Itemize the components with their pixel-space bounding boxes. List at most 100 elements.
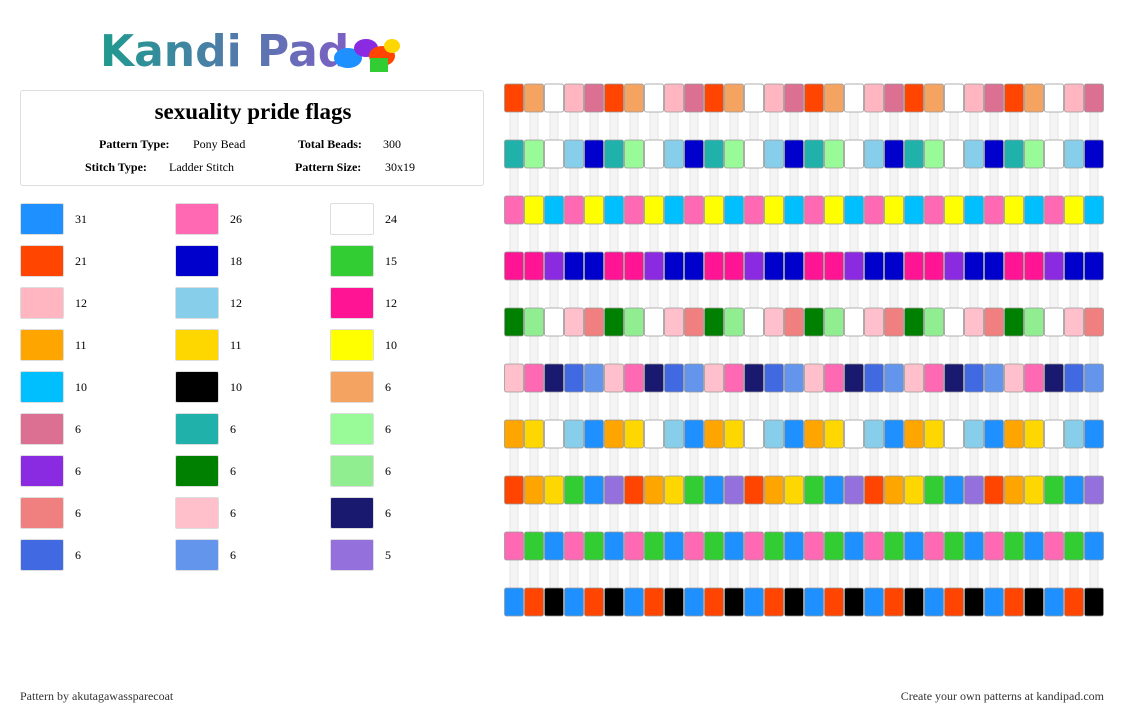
bead [624, 195, 644, 225]
bead [764, 587, 784, 617]
logo[interactable]: Kandi Pad [100, 26, 350, 77]
bead [1064, 363, 1084, 393]
bead [604, 419, 624, 449]
color-swatch [175, 455, 219, 487]
footer-link[interactable]: Create your own patterns at kandipad.com [900, 689, 1104, 703]
bead [704, 139, 724, 169]
color-swatch [20, 413, 64, 445]
bead-count: 18 [230, 254, 242, 268]
bead [584, 587, 604, 617]
bead [664, 475, 684, 505]
bead [1024, 363, 1044, 393]
bead [844, 531, 864, 561]
bead [624, 475, 644, 505]
bead-count: 6 [385, 464, 391, 478]
bead [924, 363, 944, 393]
bead [564, 475, 584, 505]
bead-count: 6 [385, 506, 391, 520]
bead [1044, 475, 1064, 505]
bead [1004, 251, 1024, 281]
bead [524, 475, 544, 505]
bead [904, 587, 924, 617]
bead [664, 531, 684, 561]
bead [1024, 587, 1044, 617]
bead [764, 531, 784, 561]
bead [864, 363, 884, 393]
color-swatch [20, 371, 64, 403]
bead [1064, 139, 1084, 169]
bead [544, 363, 564, 393]
bead [744, 307, 764, 337]
bead [844, 83, 864, 113]
color-swatch [175, 413, 219, 445]
color-swatch [20, 497, 64, 529]
bead [804, 419, 824, 449]
bead [564, 139, 584, 169]
bead [944, 251, 964, 281]
bead [964, 419, 984, 449]
logo-beads [334, 39, 400, 72]
bead [904, 83, 924, 113]
bead [764, 195, 784, 225]
bead [524, 531, 544, 561]
bead [964, 83, 984, 113]
bead [884, 363, 904, 393]
bead-count: 31 [75, 212, 87, 226]
bead [604, 307, 624, 337]
bead [964, 307, 984, 337]
bead [624, 251, 644, 281]
bead [1084, 475, 1104, 505]
bead [784, 419, 804, 449]
bead [1064, 475, 1084, 505]
bead-count: 26 [230, 212, 242, 226]
bead [564, 587, 584, 617]
bead [544, 531, 564, 561]
bead [924, 195, 944, 225]
bead [764, 363, 784, 393]
color-swatch [330, 497, 374, 529]
bead [544, 587, 564, 617]
label: Pattern Type: [99, 137, 170, 151]
bead [544, 195, 564, 225]
bead [924, 587, 944, 617]
bead [944, 83, 964, 113]
bead [884, 251, 904, 281]
bead [804, 195, 824, 225]
bead [1004, 419, 1024, 449]
bead [804, 531, 824, 561]
bead [604, 195, 624, 225]
bead [784, 475, 804, 505]
bead [704, 363, 724, 393]
bead [664, 195, 684, 225]
bead [624, 587, 644, 617]
bead [944, 139, 964, 169]
bead [684, 475, 704, 505]
bead [624, 531, 644, 561]
bead [824, 195, 844, 225]
bead [744, 195, 764, 225]
bead [884, 531, 904, 561]
bead [604, 531, 624, 561]
bead [804, 139, 824, 169]
bead [644, 419, 664, 449]
bead [924, 475, 944, 505]
value: 30x19 [385, 160, 415, 174]
color-swatch [330, 371, 374, 403]
color-swatch [175, 245, 219, 277]
bead [1024, 475, 1044, 505]
bead [724, 363, 744, 393]
bead [1064, 419, 1084, 449]
bead [864, 587, 884, 617]
bead [924, 531, 944, 561]
bead [544, 419, 564, 449]
bead [744, 531, 764, 561]
bead [1084, 195, 1104, 225]
color-swatch [330, 287, 374, 319]
bead [744, 363, 764, 393]
bead [684, 251, 704, 281]
bead [584, 363, 604, 393]
bead [664, 307, 684, 337]
credit: Pattern by akutagawassparecoat [20, 689, 174, 703]
bead [784, 195, 804, 225]
bead [584, 475, 604, 505]
